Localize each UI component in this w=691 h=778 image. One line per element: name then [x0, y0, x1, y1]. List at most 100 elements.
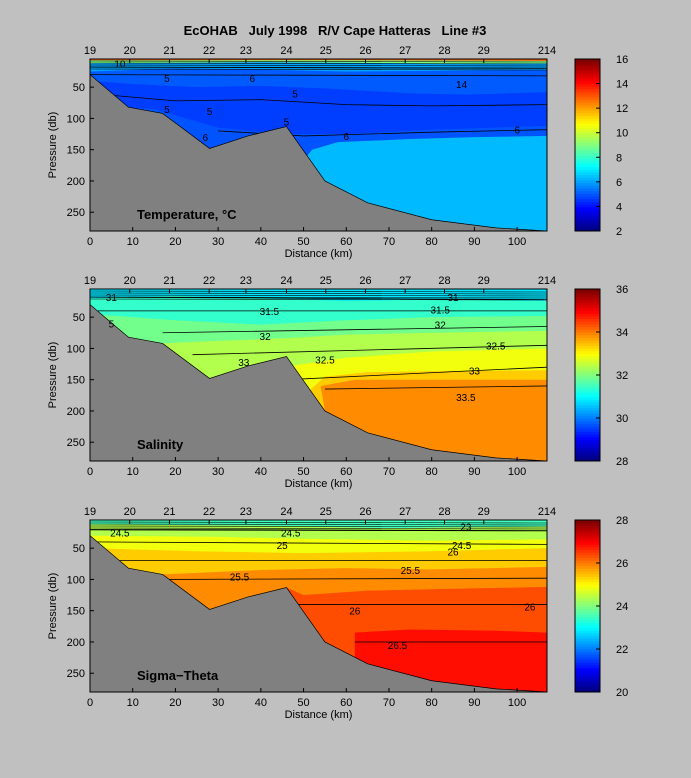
colorbar-swatch	[575, 635, 600, 639]
colorbar-swatch	[575, 436, 600, 440]
colorbar-swatch	[575, 155, 600, 159]
colorbar-swatch	[575, 377, 600, 381]
colorbar-swatch	[575, 69, 600, 73]
x-axis-label: Distance (km)	[285, 478, 353, 490]
contour-label: 26.5	[388, 641, 408, 652]
x-tick-label: 20	[169, 697, 181, 709]
colorbar-swatch	[575, 334, 600, 338]
colorbar-swatch	[575, 423, 600, 427]
colorbar-swatch	[575, 358, 600, 363]
x-tick-label: 50	[297, 236, 309, 248]
station-label: 25	[320, 45, 332, 57]
y-tick-label: 100	[67, 113, 85, 125]
colorbar-swatch	[575, 544, 600, 548]
station-label: 27	[399, 275, 411, 287]
station-label: 26	[359, 506, 371, 518]
y-tick-label: 100	[67, 343, 85, 355]
figure-title: EcOHAB July 1998 R/V Cape Hatteras Line …	[184, 23, 487, 38]
axes-box	[89, 288, 548, 462]
colorbar: 20 22 24 26 28	[574, 515, 628, 699]
colorbar-swatch	[575, 177, 600, 181]
colorbar-swatch	[575, 369, 600, 373]
x-tick-label: 100	[508, 466, 526, 478]
contour-label: 31	[106, 293, 118, 304]
x-tick-label: 40	[255, 697, 267, 709]
colorbar-swatch	[575, 458, 600, 462]
station-label: 20	[124, 275, 136, 287]
contour-line	[89, 296, 548, 301]
colorbar-swatch	[575, 83, 600, 87]
panel-label: Temperature, °C	[137, 207, 237, 222]
contour-label: 25.5	[230, 572, 250, 583]
colorbar-swatch	[575, 147, 600, 151]
x-tick-label: 30	[212, 466, 224, 478]
colorbar-swatch	[575, 93, 600, 98]
colorbar-swatch	[575, 667, 600, 671]
contour-label: 33	[469, 366, 481, 377]
station-label: 19	[84, 45, 96, 57]
contour-line	[162, 577, 548, 580]
x-tick-label: 90	[468, 466, 480, 478]
colorbar-swatch	[575, 126, 600, 130]
colorbar-swatch	[575, 592, 600, 596]
contour-label: 5	[164, 74, 170, 85]
colorbar-swatch	[575, 651, 600, 655]
colorbar-swatch	[575, 356, 600, 360]
x-tick-label: 70	[383, 236, 395, 248]
colorbar-swatch	[575, 188, 600, 192]
x-tick-label: 0	[87, 697, 93, 709]
colorbar-swatch	[575, 204, 600, 208]
colorbar-swatch	[575, 681, 600, 685]
contour-label: 33	[238, 358, 250, 369]
contour-label: 25.5	[401, 566, 421, 577]
colorbar-swatch	[575, 662, 600, 666]
surface-contour	[89, 64, 548, 67]
colorbar-tick-label: 22	[616, 644, 628, 656]
colorbar-swatch	[575, 447, 600, 451]
x-tick-label: 80	[426, 236, 438, 248]
colorbar-swatch	[575, 391, 600, 395]
y-tick-label: 150	[67, 145, 85, 157]
contour-label: 5	[109, 319, 115, 330]
contour-label: 32	[260, 332, 272, 343]
colorbar-swatch	[575, 549, 600, 553]
colorbar-swatch	[575, 426, 600, 430]
colorbar-swatch	[575, 409, 600, 414]
colorbar-swatch	[575, 196, 600, 200]
colorbar-swatch	[575, 606, 600, 610]
colorbar-swatch	[575, 193, 600, 197]
colorbar-swatch	[575, 557, 600, 561]
contour-label: 5	[284, 118, 290, 129]
colorbar-swatch	[575, 313, 600, 317]
station-label: 23	[240, 45, 252, 57]
colorbar-swatch	[575, 525, 600, 529]
x-tick-label: 50	[297, 697, 309, 709]
surface-contour	[89, 66, 548, 69]
contour-label: 23	[460, 522, 472, 533]
colorbar-swatch	[575, 393, 600, 397]
colorbar-swatch	[575, 442, 600, 446]
colorbar-swatch	[575, 299, 600, 303]
colorbar-swatch	[575, 450, 600, 454]
contour-label: 24.5	[452, 541, 472, 552]
colorbar-swatch	[575, 206, 600, 210]
colorbar-swatch	[575, 321, 600, 325]
x-tick-label: 60	[340, 466, 352, 478]
station-label: 21	[163, 275, 175, 287]
colorbar-swatch	[575, 616, 600, 620]
colorbar-tick-label: 2	[616, 226, 622, 238]
colorbar-swatch	[575, 128, 600, 133]
colorbar-swatch	[575, 99, 600, 103]
colorbar-swatch	[575, 307, 600, 311]
colorbar-swatch	[575, 131, 600, 135]
colorbar-swatch	[575, 217, 600, 221]
colorbar-tick-label: 14	[616, 79, 628, 91]
y-tick-label: 200	[67, 637, 85, 649]
x-tick-label: 100	[508, 236, 526, 248]
station-label: 214	[538, 506, 556, 518]
colorbar-swatch	[575, 118, 600, 122]
surface-contour	[89, 294, 548, 297]
contour-label: 5	[207, 107, 213, 118]
